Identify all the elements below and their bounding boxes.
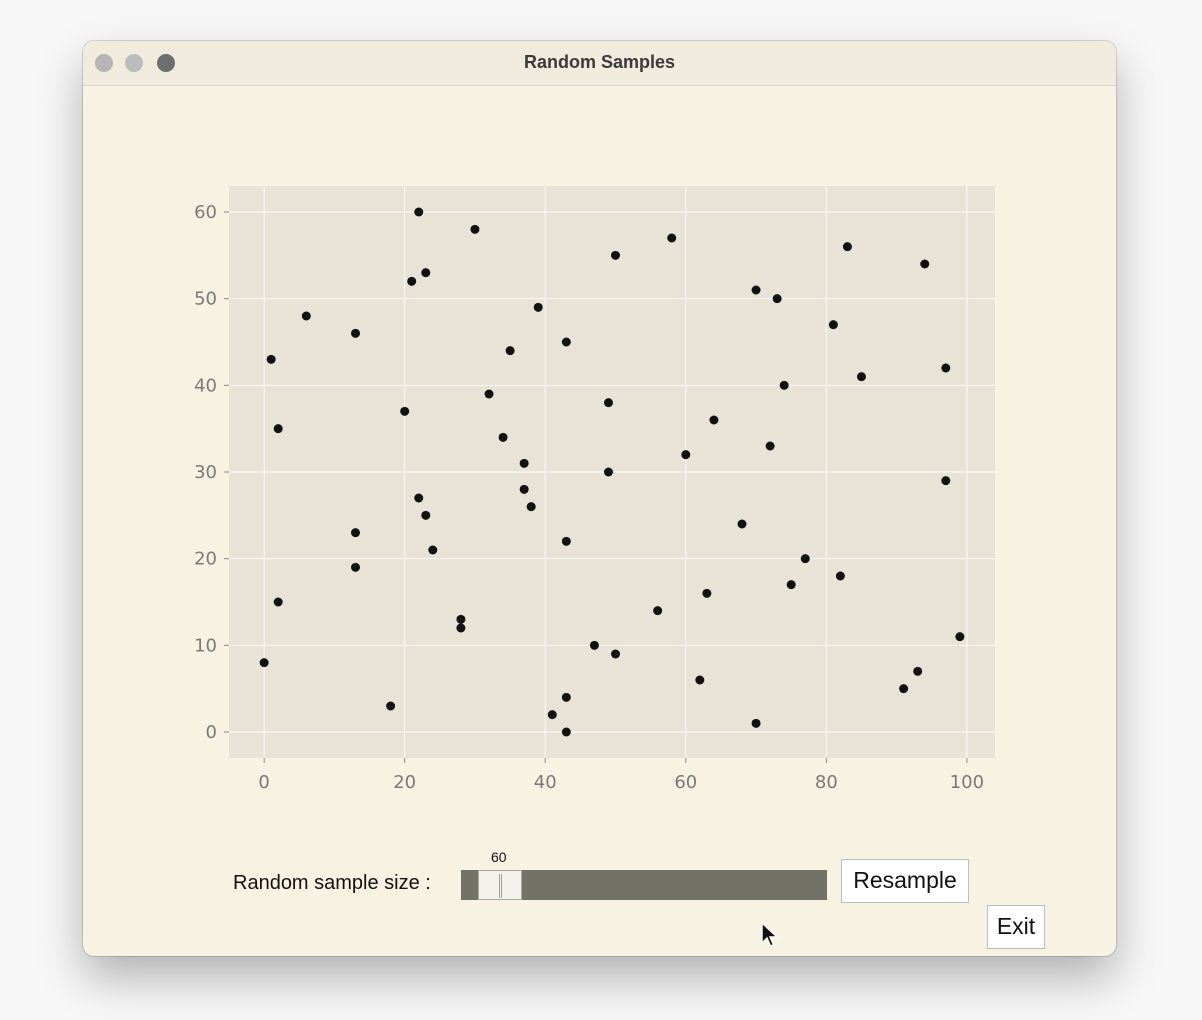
data-point [456,623,466,633]
data-point [273,424,283,434]
data-point [547,710,557,720]
scatter-plot: 0 20 40 60 80 100 0 10 20 30 40 50 60 [194,186,995,793]
data-point [751,718,761,728]
data-point [751,285,761,295]
data-point [259,658,269,668]
y-axis-ticks: 0 10 20 30 40 50 60 [194,202,229,743]
data-point [526,502,536,512]
data-point [920,259,930,269]
x-tick-label: 80 [815,772,838,793]
zoom-window-button[interactable] [157,54,175,72]
y-tick-label: 60 [194,202,217,223]
data-point [653,606,663,616]
data-point [955,632,965,642]
data-point [505,346,515,356]
data-point [561,536,571,546]
data-point [765,441,775,451]
y-tick-label: 50 [194,289,217,310]
data-point [421,268,431,278]
data-point [350,528,360,538]
data-point [533,302,543,312]
data-point [561,727,571,737]
x-tick-label: 40 [534,772,557,793]
data-point [779,380,789,390]
data-point [828,320,838,330]
data-point [842,242,852,252]
app-window: Random Samples 0 20 40 60 80 100 0 10 20 30 40 50 6… [83,41,1116,956]
data-point [941,363,951,373]
sample-size-slider[interactable] [461,870,827,900]
data-point [350,328,360,338]
data-point [414,207,424,217]
data-point [603,467,613,477]
data-point [737,519,747,529]
slider-grip-right [501,874,502,898]
data-point [709,415,719,425]
slider-grip-left [499,874,500,898]
x-axis-ticks: 0 20 40 60 80 100 [258,758,984,793]
data-point [484,389,494,399]
data-point [941,476,951,486]
data-point [835,571,845,581]
y-tick-label: 40 [194,375,217,396]
y-tick-label: 30 [194,462,217,483]
data-point [899,684,909,694]
data-point [498,432,508,442]
data-point [913,666,923,676]
data-point [611,649,621,659]
data-point [561,692,571,702]
data-point [519,458,529,468]
data-point [786,580,796,590]
data-point [667,233,677,243]
data-point [407,276,417,286]
data-point [301,311,311,321]
data-point [681,450,691,460]
data-point [561,337,571,347]
data-point [800,554,810,564]
data-point [273,597,283,607]
close-window-button[interactable] [95,54,113,72]
resample-button[interactable]: Resample [841,859,969,903]
mouse-cursor-icon [761,922,779,947]
data-point [772,294,782,304]
x-tick-label: 20 [393,772,416,793]
data-point [350,562,360,572]
data-point [456,614,466,624]
slider-handle[interactable] [478,870,522,900]
data-point [519,484,529,494]
slider-value: 60 [491,849,507,865]
data-point [611,250,621,260]
data-point [414,493,424,503]
data-point [266,354,276,364]
title-bar: Random Samples [83,41,1116,86]
data-point [386,701,396,711]
data-point [470,224,480,234]
data-point [400,406,410,416]
data-point [856,372,866,382]
window-title: Random Samples [523,52,676,72]
exit-button[interactable]: Exit [987,905,1045,949]
y-tick-label: 10 [194,635,217,656]
x-tick-label: 60 [674,772,697,793]
x-tick-label: 0 [258,772,269,793]
sample-size-label: Random sample size : [233,872,431,894]
data-point [421,510,431,520]
x-tick-label: 100 [950,772,984,793]
data-point [695,675,705,685]
y-tick-label: 0 [206,722,217,743]
data-point [428,545,438,555]
minimize-window-button[interactable] [125,54,143,72]
data-point [589,640,599,650]
data-point [603,398,613,408]
y-tick-label: 20 [194,549,217,570]
data-points [259,207,965,737]
data-point [702,588,712,598]
